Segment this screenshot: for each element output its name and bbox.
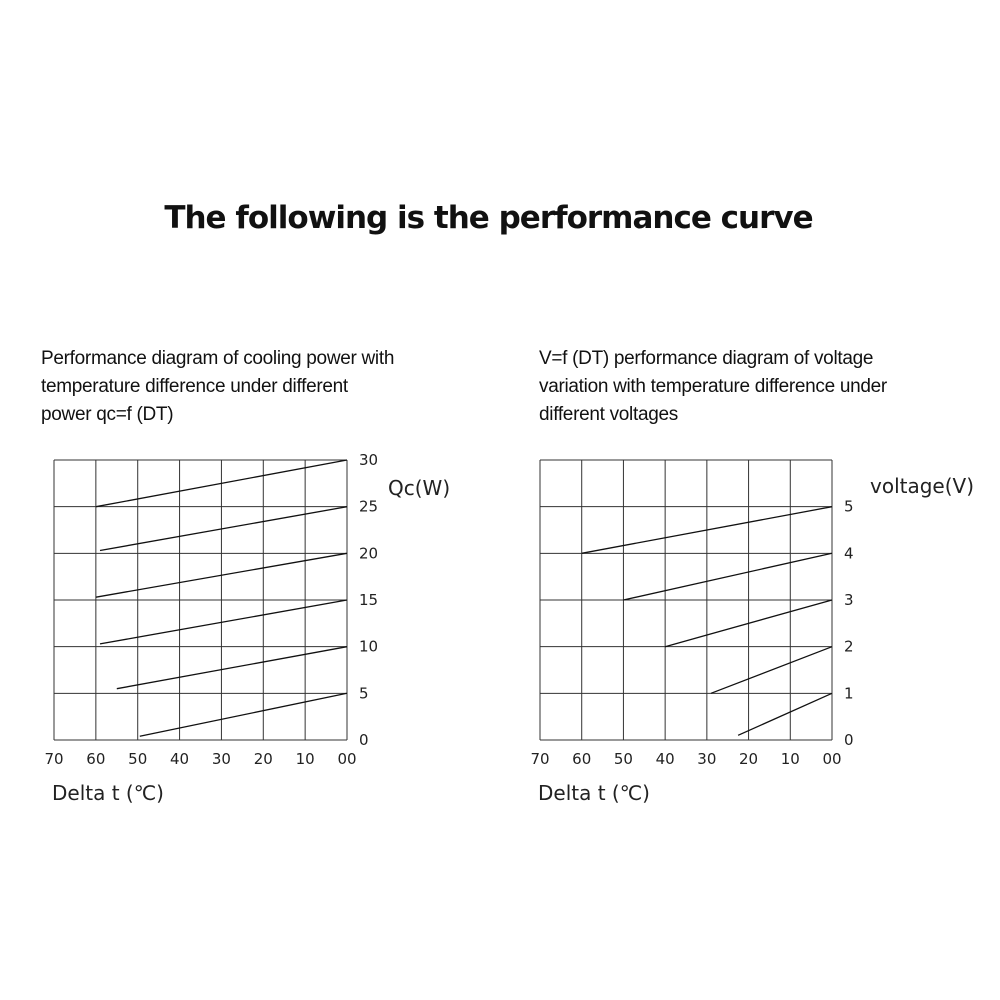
y-tick-label: 10	[359, 638, 378, 656]
y-tick-label: 15	[359, 591, 378, 609]
series-line	[710, 646, 833, 694]
y-axis-label: voltage(V)	[870, 474, 974, 498]
series-line	[664, 599, 833, 648]
y-tick-label: 1	[844, 684, 854, 702]
x-tick-label: 70	[530, 750, 549, 768]
x-axis-label: Delta t (℃)	[538, 781, 650, 805]
chart-2-caption-line: variation with temperature difference un…	[539, 376, 887, 397]
y-tick-label: 0	[844, 731, 854, 749]
y-tick-label: 30	[359, 451, 378, 469]
series-line	[95, 552, 348, 598]
series-line	[99, 599, 348, 645]
x-tick-label: 30	[212, 750, 231, 768]
y-tick-label: 3	[844, 591, 854, 609]
chart-1-caption: Performance diagram of cooling power wit…	[41, 345, 394, 429]
x-tick-label: 50	[128, 750, 147, 768]
series-line	[95, 459, 348, 508]
chart-1-caption-line: temperature difference under different	[41, 376, 348, 397]
x-tick-label: 00	[822, 750, 841, 768]
x-tick-label: 40	[170, 750, 189, 768]
x-tick-label: 20	[739, 750, 758, 768]
chart-2-caption-line: different voltages	[539, 404, 678, 425]
series-line	[737, 692, 833, 736]
series-line	[99, 506, 348, 552]
x-tick-label: 60	[86, 750, 105, 768]
series-line	[581, 506, 833, 554]
y-tick-label: 25	[359, 498, 378, 516]
chart-2-caption: V=f (DT) performance diagram of voltage …	[539, 345, 887, 429]
x-tick-label: 10	[296, 750, 315, 768]
x-tick-label: 30	[697, 750, 716, 768]
page-title: The following is the performance curve	[164, 200, 813, 236]
y-tick-label: 20	[359, 544, 378, 562]
series-line	[623, 552, 833, 601]
y-tick-label: 4	[844, 544, 854, 562]
y-tick-label: 5	[844, 498, 854, 516]
y-tick-label: 5	[359, 684, 369, 702]
x-tick-label: 00	[337, 750, 356, 768]
x-axis-label: Delta t (℃)	[52, 781, 164, 805]
chart-2-caption-line: V=f (DT) performance diagram of voltage	[539, 348, 874, 369]
y-axis-label: Qc(W)	[388, 476, 450, 500]
series-line	[116, 646, 348, 690]
x-tick-label: 40	[656, 750, 675, 768]
x-tick-label: 70	[44, 750, 63, 768]
x-tick-label: 20	[254, 750, 273, 768]
chart-1-caption-line: Performance diagram of cooling power wit…	[41, 348, 395, 369]
series-line	[139, 692, 348, 737]
chart-1-caption-line: power qc=f (DT)	[41, 404, 174, 425]
y-tick-label: 0	[359, 731, 369, 749]
x-tick-label: 50	[614, 750, 633, 768]
x-tick-label: 60	[572, 750, 591, 768]
x-tick-label: 10	[781, 750, 800, 768]
y-tick-label: 2	[844, 638, 854, 656]
